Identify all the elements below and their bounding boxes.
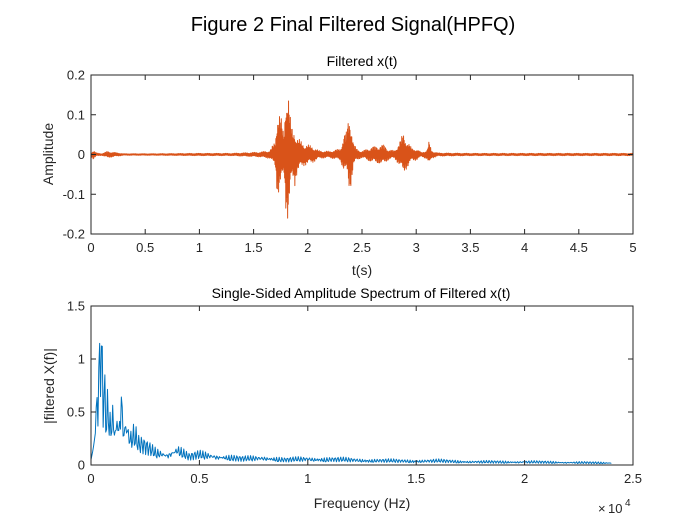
y-tick-label: 1 <box>78 352 85 367</box>
x-tick-label: 1.5 <box>407 471 425 486</box>
y-tick-label: 0.1 <box>67 107 85 122</box>
y-tick-label: 1.5 <box>67 299 85 314</box>
x-tick-label: 1 <box>196 240 203 255</box>
y-tick-label: -0.1 <box>63 187 85 202</box>
x-tick-label: 3.5 <box>461 240 479 255</box>
figure-suptitle: Figure 2 Final Filtered Signal(HPFQ) <box>191 14 516 36</box>
signal-plot-title: Filtered x(t) <box>327 53 398 69</box>
x-tick-label: 2 <box>521 471 528 486</box>
y-tick-label: 0 <box>78 147 85 162</box>
spectrum-plot: Single-Sided Amplitude Spectrum of Filte… <box>41 285 642 516</box>
y-tick-label: 0.5 <box>67 405 85 420</box>
signal-plot-ylabel: Amplitude <box>40 123 56 185</box>
x-tick-label: 0 <box>87 240 94 255</box>
x-tick-label: 0.5 <box>136 240 154 255</box>
spectrum-plot-data <box>90 342 612 465</box>
x-tick-label: 4 <box>521 240 528 255</box>
x-tick-label: 2 <box>304 240 311 255</box>
y-tick-label: -0.2 <box>63 227 85 242</box>
spectrum-plot-title: Single-Sided Amplitude Spectrum of Filte… <box>212 285 511 301</box>
series-line <box>90 342 612 465</box>
spectrum-plot-ylabel: |filtered X(f)| <box>41 348 57 424</box>
x-exponent-power: 4 <box>625 498 631 509</box>
signal-plot-yticks: -0.2 -0.1 0 0.1 0.2 <box>63 68 633 242</box>
x-tick-label: 4.5 <box>570 240 588 255</box>
signal-plot-xticks: 0 0.5 1 1.5 2 2.5 3 3.5 4 4.5 5 <box>87 75 637 255</box>
x-exponent-base: 10 <box>608 501 622 516</box>
signal-plot-data <box>90 100 634 219</box>
x-tick-label: 2.5 <box>624 471 642 486</box>
x-tick-label: 0 <box>87 471 94 486</box>
x-tick-label: 0.5 <box>190 471 208 486</box>
x-tick-label: 1.5 <box>245 240 263 255</box>
spectrum-plot-xticks: 0 0.5 1 1.5 2 2.5 <box>87 306 642 486</box>
x-tick-label: 1 <box>304 471 311 486</box>
signal-plot-xlabel: t(s) <box>352 262 372 278</box>
y-tick-label: 0.2 <box>67 68 85 83</box>
y-tick-label: 0 <box>78 458 85 473</box>
x-tick-label: 3 <box>413 240 420 255</box>
signal-plot: Filtered x(t) 0 0.5 1 1.5 2 2.5 3 3.5 4 4.5 5 -0.2… <box>40 53 637 278</box>
spectrum-plot-frame <box>90 305 634 466</box>
series-line <box>90 100 634 219</box>
spectrum-plot-xlabel: Frequency (Hz) <box>314 495 410 511</box>
x-tick-label: 2.5 <box>353 240 371 255</box>
spectrum-plot-yticks: 0 0.5 1 1.5 <box>67 299 633 473</box>
x-exponent-times: × <box>598 501 606 516</box>
spectrum-plot-x-exponent: × 10 4 <box>598 498 631 516</box>
x-tick-label: 5 <box>629 240 636 255</box>
